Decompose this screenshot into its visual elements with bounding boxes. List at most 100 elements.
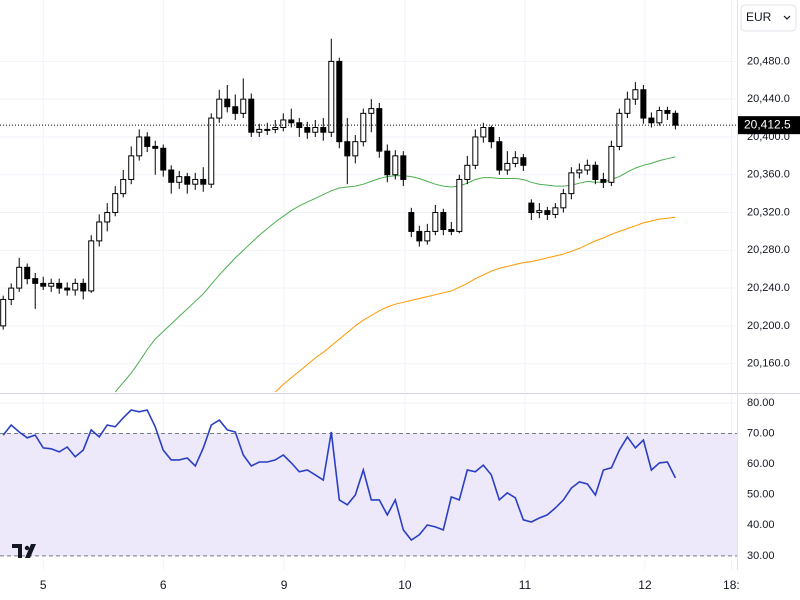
candle-body [248, 98, 255, 133]
candle-body [632, 89, 639, 100]
candle-body [656, 110, 663, 124]
candle-body [64, 287, 71, 291]
y-tick-label: 20,440.0 [747, 93, 790, 105]
candle-body [352, 141, 359, 157]
candle-body [272, 127, 279, 130]
candle-body [592, 164, 599, 180]
rsi-line [2, 409, 677, 542]
candle-body [200, 178, 207, 185]
candle-body [16, 266, 23, 289]
y-tick-label: 70.00 [747, 427, 775, 439]
candle-body [48, 282, 55, 287]
y-tick-label: 20,240.0 [747, 282, 790, 294]
candle-body [72, 282, 79, 291]
candle-body [288, 119, 295, 124]
candle-body [440, 212, 447, 231]
candle-body [168, 169, 175, 183]
rsi-band [0, 433, 737, 556]
y-tick-label: 20,160.0 [747, 358, 790, 370]
logo-v [25, 544, 36, 558]
candle-body [464, 164, 471, 180]
y-tick-label: 20,480.0 [747, 55, 790, 67]
x-tick-label: 6 [160, 578, 167, 592]
candle-body [560, 193, 567, 209]
candle-body [568, 172, 575, 195]
candle-body [264, 128, 271, 131]
candle-body [448, 229, 455, 232]
candle-body [384, 150, 391, 176]
candle-body [672, 112, 679, 126]
candle-body [584, 164, 591, 171]
candle-body [360, 112, 367, 143]
candle-body [240, 98, 247, 114]
y-tick-label: 60.00 [747, 458, 775, 470]
candle-body [624, 98, 631, 114]
candle-body [600, 178, 607, 183]
candle-body [488, 127, 495, 143]
candle-body [184, 176, 191, 185]
candle-body [32, 278, 39, 284]
candle-body [376, 108, 383, 152]
x-tick-label: 10 [398, 578, 412, 592]
x-tick-label: 9 [281, 578, 288, 592]
candle-body [616, 112, 623, 147]
y-tick-label: 40.00 [747, 519, 775, 531]
candle-body [392, 155, 399, 176]
candle-body [56, 282, 63, 289]
candle-body [664, 110, 671, 114]
candle-body [256, 128, 263, 133]
candle-body [344, 141, 351, 157]
logo-t [12, 544, 22, 558]
candle-body [88, 240, 95, 292]
currency-label[interactable]: EUR [746, 10, 772, 24]
candle-body [96, 221, 103, 242]
x-tick-label: 5 [40, 578, 47, 592]
candle-body [136, 136, 143, 157]
y-tick-label: 20,200.0 [747, 320, 790, 332]
candle-body [456, 178, 463, 232]
candle-body [336, 60, 343, 143]
y-tick-label: 20,280.0 [747, 244, 790, 256]
candle-body [152, 145, 159, 149]
candle-body [176, 176, 183, 183]
currency-box[interactable] [740, 4, 797, 32]
candle-body [536, 210, 543, 214]
candle-body [368, 108, 375, 114]
candle-body [208, 117, 215, 185]
candle-body [144, 136, 151, 147]
candle-body [8, 287, 15, 300]
candle-body [40, 282, 47, 287]
candle-body [496, 141, 503, 171]
plot [0, 38, 737, 542]
candle-body [408, 212, 415, 232]
candle-body [608, 145, 615, 183]
candle-body [312, 127, 319, 133]
candle-body [328, 60, 335, 133]
y-tick-label: 50.00 [747, 489, 775, 501]
candle-body [24, 266, 31, 280]
x-tick-label: 11 [519, 578, 532, 592]
candle-body [0, 298, 7, 327]
candle-body [528, 202, 535, 214]
axes: 5 6 9 10 11 12 18: 20,160.0 20,200.0 20,240.0 20,2… [40, 55, 800, 592]
candle-body [128, 155, 135, 180]
candle-body [160, 147, 167, 171]
candle-body [304, 127, 311, 133]
currency-selector[interactable]: EUR [740, 4, 797, 32]
candle-body [416, 230, 423, 242]
dropdown-chevron[interactable] [783, 15, 791, 20]
candle-body [480, 127, 487, 138]
x-tick-label: 12 [638, 578, 652, 592]
candle-body [104, 212, 111, 223]
y-tick-label: 80.00 [747, 397, 775, 409]
candle-body [296, 122, 303, 129]
y-tick-label: 20,360.0 [747, 169, 790, 181]
candle-body [576, 169, 583, 174]
candle-body [512, 157, 519, 164]
candle-body [232, 106, 239, 114]
logo [12, 544, 36, 558]
candle-body [80, 282, 87, 292]
logo-dot [24, 545, 30, 551]
candle-body [224, 98, 231, 108]
